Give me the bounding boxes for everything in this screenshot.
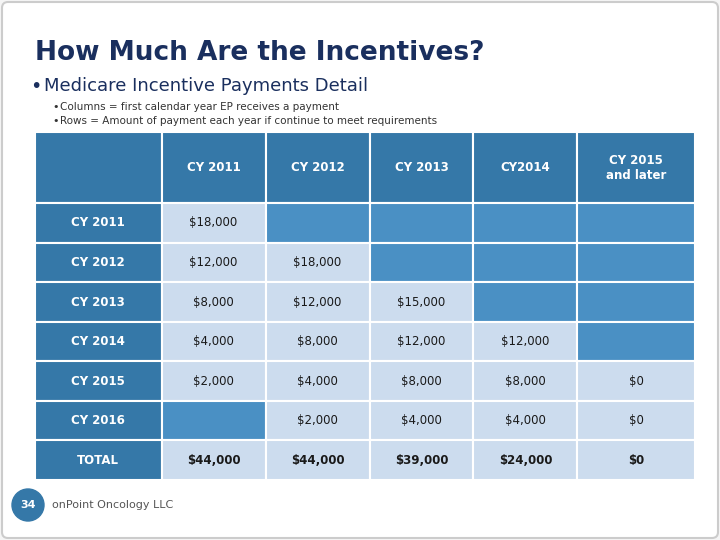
Bar	[266, 242, 369, 282]
Bar	[369, 282, 474, 322]
Bar	[266, 203, 369, 242]
Text: $39,000: $39,000	[395, 454, 449, 467]
Text: $8,000: $8,000	[193, 295, 234, 308]
Text: •: •	[30, 77, 41, 96]
Bar	[266, 282, 369, 322]
Text: Medicare Incentive Payments Detail: Medicare Incentive Payments Detail	[44, 77, 368, 95]
Bar	[474, 401, 577, 441]
Bar	[161, 242, 266, 282]
Text: •: •	[52, 102, 58, 112]
Text: CY2014: CY2014	[500, 161, 550, 174]
Text: CY 2015: CY 2015	[71, 375, 125, 388]
Bar	[266, 322, 369, 361]
Circle shape	[12, 489, 44, 521]
Text: $44,000: $44,000	[186, 454, 240, 467]
Text: CY 2013: CY 2013	[71, 295, 125, 308]
Bar	[474, 282, 577, 322]
Text: How Much Are the Incentives?: How Much Are the Incentives?	[35, 40, 485, 66]
Text: $2,000: $2,000	[193, 375, 234, 388]
Bar	[161, 361, 266, 401]
Bar	[369, 322, 474, 361]
Bar	[35, 132, 161, 203]
Text: $4,000: $4,000	[505, 414, 546, 427]
Bar	[35, 441, 161, 480]
Text: •: •	[52, 116, 58, 126]
Text: $12,000: $12,000	[293, 295, 342, 308]
Text: CY 2016: CY 2016	[71, 414, 125, 427]
Bar	[35, 322, 161, 361]
Bar	[369, 441, 474, 480]
Bar	[369, 132, 474, 203]
Text: $2,000: $2,000	[297, 414, 338, 427]
Bar	[161, 203, 266, 242]
Bar	[474, 441, 577, 480]
Bar	[577, 322, 695, 361]
Text: $12,000: $12,000	[501, 335, 549, 348]
Bar	[35, 401, 161, 441]
Bar	[161, 322, 266, 361]
Text: $15,000: $15,000	[397, 295, 446, 308]
Bar	[369, 203, 474, 242]
Text: $4,000: $4,000	[297, 375, 338, 388]
Bar	[474, 203, 577, 242]
Bar	[577, 203, 695, 242]
Text: CY 2011: CY 2011	[71, 217, 125, 230]
Text: $18,000: $18,000	[294, 256, 342, 269]
Bar	[266, 361, 369, 401]
Bar	[266, 401, 369, 441]
Bar	[474, 132, 577, 203]
Bar	[161, 441, 266, 480]
Text: CY 2013: CY 2013	[395, 161, 449, 174]
Bar	[161, 282, 266, 322]
Bar	[577, 401, 695, 441]
Text: CY 2014: CY 2014	[71, 335, 125, 348]
Bar	[369, 401, 474, 441]
Text: Rows = Amount of payment each year if continue to meet requirements: Rows = Amount of payment each year if co…	[60, 116, 437, 126]
Text: $0: $0	[629, 375, 644, 388]
Text: $8,000: $8,000	[401, 375, 442, 388]
Text: CY 2012: CY 2012	[71, 256, 125, 269]
Bar	[161, 401, 266, 441]
Text: $0: $0	[629, 414, 644, 427]
Bar	[474, 322, 577, 361]
Bar	[474, 242, 577, 282]
Text: 34: 34	[20, 500, 36, 510]
Text: $8,000: $8,000	[297, 335, 338, 348]
Text: CY 2012: CY 2012	[291, 161, 344, 174]
Text: $4,000: $4,000	[401, 414, 442, 427]
Text: $0: $0	[628, 454, 644, 467]
Bar	[474, 361, 577, 401]
Bar	[35, 282, 161, 322]
Text: Columns = first calendar year EP receives a payment: Columns = first calendar year EP receive…	[60, 102, 339, 112]
Text: TOTAL: TOTAL	[77, 454, 120, 467]
Text: CY 2015
and later: CY 2015 and later	[606, 153, 667, 181]
Bar	[266, 132, 369, 203]
Bar	[266, 441, 369, 480]
Text: $18,000: $18,000	[189, 217, 238, 230]
Bar	[577, 242, 695, 282]
Text: $4,000: $4,000	[193, 335, 234, 348]
Bar	[577, 441, 695, 480]
Text: onPoint Oncology LLC: onPoint Oncology LLC	[52, 500, 174, 510]
Bar	[577, 282, 695, 322]
Bar	[369, 242, 474, 282]
Text: $8,000: $8,000	[505, 375, 546, 388]
Bar	[577, 132, 695, 203]
Bar	[35, 242, 161, 282]
Bar	[35, 361, 161, 401]
Text: $44,000: $44,000	[291, 454, 344, 467]
Text: $12,000: $12,000	[397, 335, 446, 348]
Bar	[577, 361, 695, 401]
Text: $24,000: $24,000	[499, 454, 552, 467]
Bar	[161, 132, 266, 203]
Bar	[35, 203, 161, 242]
Text: CY 2011: CY 2011	[186, 161, 240, 174]
Bar	[369, 361, 474, 401]
Text: $12,000: $12,000	[189, 256, 238, 269]
